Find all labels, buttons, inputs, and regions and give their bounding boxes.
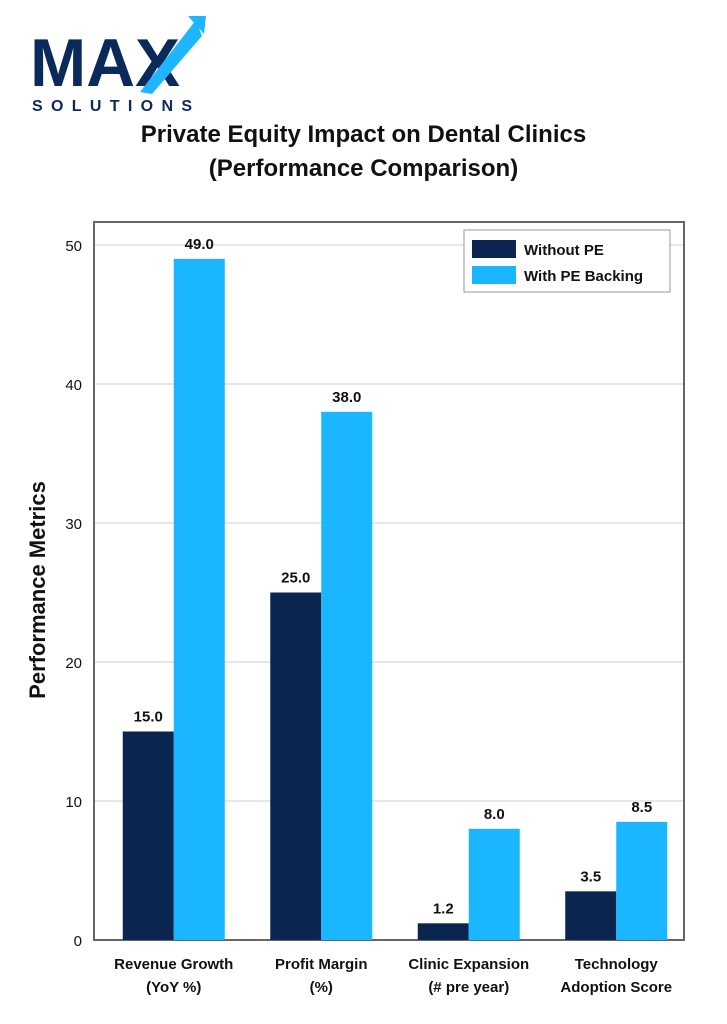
bar-without-pe [270, 592, 322, 940]
bar-without-pe [122, 731, 174, 940]
bars: 15.0 49.0 25.0 38.0 1.2 8.0 3.5 8.5 [122, 236, 668, 940]
legend-label: Without PE [524, 242, 604, 259]
bar-with-pe [173, 258, 225, 940]
y-tick-label: 40 [65, 377, 82, 394]
y-axis-ticks: 0 10 20 30 40 50 [65, 238, 82, 950]
chart-title-block: Private Equity Impact on Dental Clinics … [0, 118, 727, 186]
logo-arrow-icon [188, 16, 206, 34]
x-tick-label: Technology [575, 956, 659, 973]
bar-with-pe [468, 828, 520, 940]
logo-x-accent [140, 20, 202, 94]
bar-value-label: 15.0 [134, 709, 163, 726]
y-axis-label: Performance Metrics [25, 481, 50, 699]
y-tick-label: 20 [65, 655, 82, 672]
logo-tagline: SOLUTIONS [32, 98, 192, 114]
chart-title: Private Equity Impact on Dental Clinics [140, 121, 587, 148]
legend-swatch [472, 266, 516, 284]
x-tick-label: (# pre year) [428, 979, 509, 996]
x-tick-label: (YoY %) [146, 979, 201, 996]
x-tick-label: Profit Margin [275, 956, 368, 973]
x-tick-label: Revenue Growth [114, 956, 233, 973]
y-tick-label: 50 [65, 238, 82, 255]
bar-value-label: 38.0 [332, 389, 361, 406]
bar-without-pe [417, 923, 469, 940]
x-tick-label: (%) [310, 979, 333, 996]
x-axis-labels: Revenue Growth (YoY %) Profit Margin (%) Cli… [114, 956, 672, 996]
bar-value-label: 49.0 [185, 236, 214, 253]
bar-value-label: 1.2 [433, 900, 454, 917]
bar-with-pe [321, 411, 373, 940]
bar-value-label: 8.5 [631, 799, 652, 816]
max-solutions-logo: MAX SOLUTIONS [30, 16, 206, 114]
plot-frame [93, 221, 685, 941]
bar-value-label: 25.0 [281, 570, 310, 587]
y-tick-label: 10 [65, 794, 82, 811]
x-tick-label: Clinic Expansion [408, 956, 529, 973]
x-tick-label: Adoption Score [560, 979, 672, 996]
y-tick-label: 30 [65, 516, 82, 533]
bar-with-pe [616, 821, 668, 940]
legend-label: With PE Backing [524, 268, 643, 285]
bar-value-label: 3.5 [580, 868, 601, 885]
bar-value-label: 8.0 [484, 806, 505, 823]
chart-subtitle: (Performance Comparison) [208, 155, 519, 182]
legend-swatch [472, 240, 516, 258]
legend: Without PE With PE Backing [463, 229, 671, 293]
y-tick-label: 0 [74, 933, 82, 950]
bar-without-pe [565, 891, 617, 940]
